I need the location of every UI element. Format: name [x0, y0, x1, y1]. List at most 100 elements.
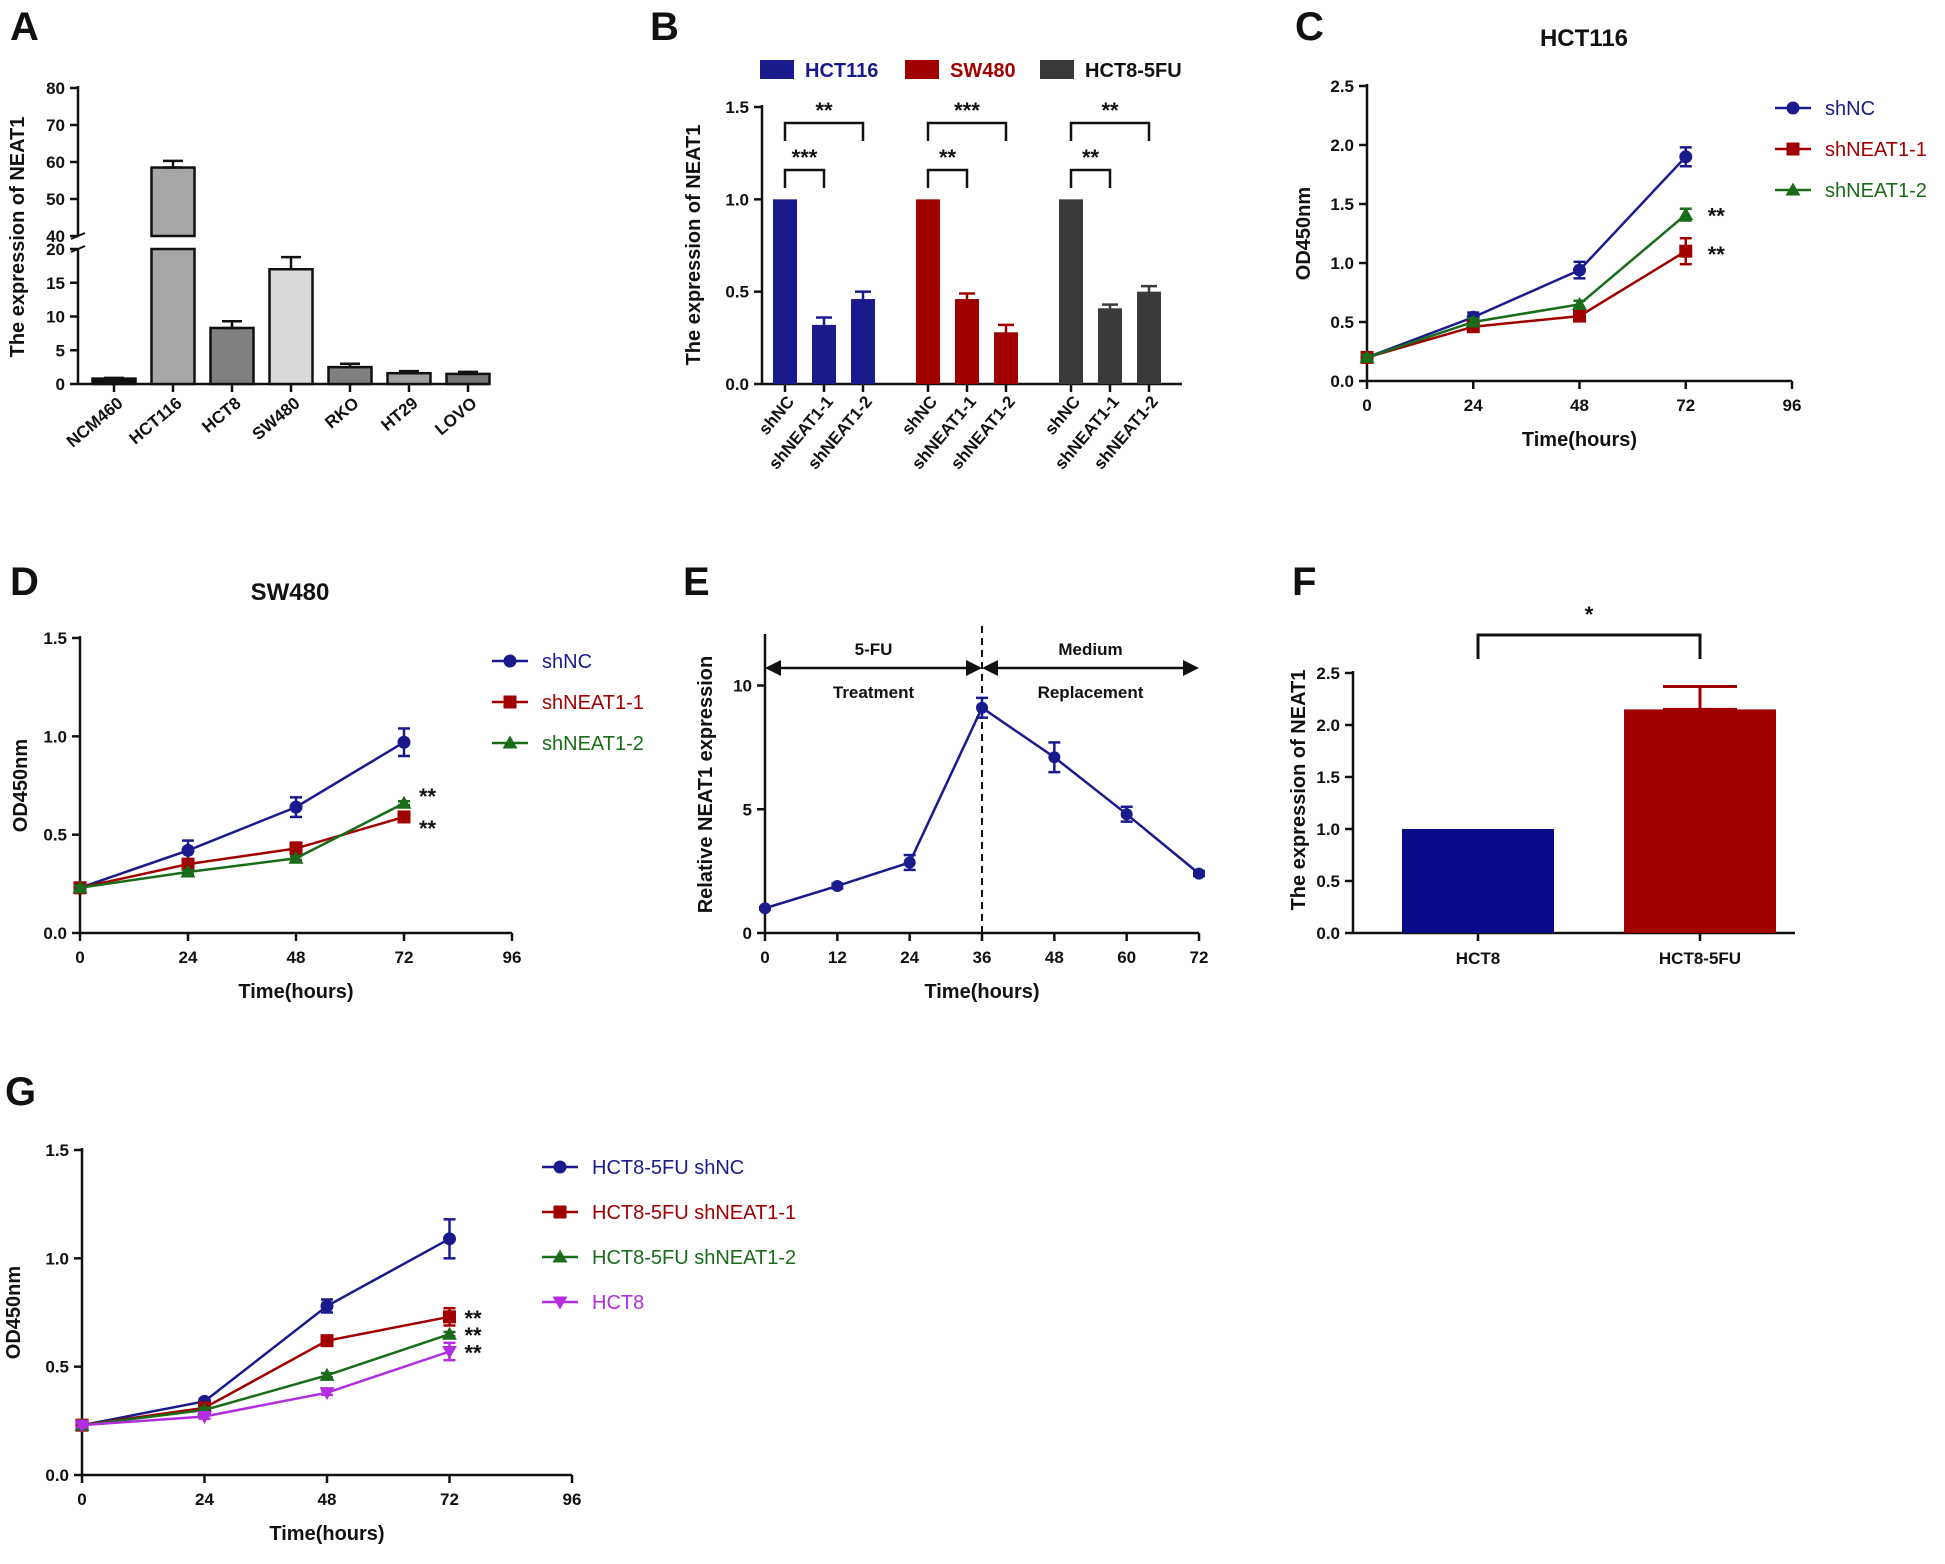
data-point: [397, 810, 411, 824]
x-tick-label: SW480: [249, 394, 304, 444]
bar-rect-upper: [150, 166, 196, 238]
panel-label-f: F: [1292, 560, 1316, 604]
legend-label: HCT8-5FU: [1085, 60, 1182, 82]
y-tick-label: 1.0: [1316, 820, 1340, 839]
legend-item-shneat1-2: shNEAT1-2: [1775, 180, 1927, 202]
x-tick-label: NCM460: [63, 394, 127, 452]
y-axis-label: OD450nm: [3, 1266, 25, 1359]
data-point: [320, 1299, 334, 1313]
legend-marker: [552, 1296, 568, 1310]
legend-marker: [502, 735, 518, 749]
panel-label-e: E: [683, 560, 710, 604]
data-point: [74, 1419, 90, 1433]
legend-label: shNEAT1-2: [542, 733, 644, 755]
x-tick-label: 12: [828, 948, 847, 967]
data-point: [442, 1345, 457, 1359]
y-tick-label: 70: [46, 116, 65, 135]
data-point: [831, 879, 844, 892]
data-point: [180, 864, 196, 878]
y-tick-label: 0.0: [725, 375, 749, 394]
y-tick-label: 0.0: [1330, 372, 1354, 391]
data-point: [396, 795, 412, 809]
y-tick-label: 40: [46, 227, 65, 246]
y-tick-label: 1.5: [45, 1141, 69, 1160]
legend-item-hct8-5fu: HCT8-5FU: [1040, 60, 1182, 82]
legend-item-shnc: shNC: [492, 651, 592, 673]
y-tick-label: 1.5: [1316, 768, 1340, 787]
x-tick-label: 72: [440, 1490, 459, 1509]
x-tick-label: 60: [1117, 948, 1136, 967]
x-tick-label: 0: [760, 948, 769, 967]
phase1-arrow-head-right: [966, 660, 982, 676]
panel-e-line-chart: 0 5 10 0 12 24 36 48 60 72 Time(hours) Relative NEA…: [695, 626, 1208, 1003]
legend-marker: [552, 1249, 568, 1263]
series-line: [79, 815, 405, 889]
legend-label: shNC: [1825, 98, 1875, 120]
data-point: [1572, 296, 1587, 310]
data-point: [1573, 263, 1586, 277]
y-tick-label: 5: [56, 341, 65, 360]
data-point: [72, 880, 88, 894]
y-tick-label: 10: [46, 308, 65, 327]
significance-mark-outer: **: [1101, 98, 1119, 123]
significance-bracket-outer: [783, 121, 865, 141]
panel-g-line-chart: 0.0 0.5 1.0 1.5 0 24 48 72 96 Time(hours) OD450nm *…: [3, 1141, 796, 1545]
bar-rect: [1624, 709, 1776, 933]
bar-ncm460: NCM460: [63, 376, 137, 452]
x-tick-label: HT29: [378, 394, 422, 435]
bar-rect: [1059, 199, 1083, 384]
x-tick-label: 24: [179, 948, 198, 967]
x-tick-label: LOVO: [431, 394, 480, 440]
legend-label: HCT8-5FU shNC: [592, 1157, 744, 1179]
y-axis-label: The expression of NEAT1: [7, 117, 29, 358]
series-line: [81, 1350, 450, 1427]
data-point: [759, 902, 771, 915]
panel-a-bar-chart: 40 50 60 70 80 0 5 10 15 20 The expression of NEAT…: [7, 79, 491, 452]
significance-mark: **: [465, 1323, 483, 1348]
legend-label: HCT8-5FU shNEAT1-1: [592, 1202, 796, 1224]
significance-bracket-outer: [926, 121, 1008, 141]
y-tick-label: 0.0: [1316, 924, 1340, 943]
y-tick-label: 0: [56, 375, 65, 394]
legend-marker: [1786, 142, 1800, 156]
panel-label-c: C: [1295, 5, 1324, 49]
panel-d-line-chart: SW480 0.0 0.5 1.0 1.5 0 24 48 72 96 Time(hours) OD4…: [10, 579, 644, 1003]
legend-label: shNEAT1-2: [1825, 180, 1927, 202]
y-tick-label: 1.0: [1330, 254, 1354, 273]
series-neat1: [759, 696, 1205, 915]
legend-marker: [503, 654, 517, 668]
data-point: [1679, 244, 1693, 258]
legend-item-shneat1-1: shNEAT1-1: [492, 692, 644, 714]
y-tick-label: 1.5: [43, 629, 67, 648]
phase1-label-bottom: Treatment: [833, 683, 915, 702]
bar-rect: [1137, 291, 1161, 384]
panel-label-a: A: [10, 5, 39, 49]
y-tick-label: 0.0: [45, 1466, 69, 1485]
significance-mark: **: [1708, 242, 1726, 267]
panel-label-g: G: [5, 1070, 36, 1114]
y-axis-label: OD450nm: [10, 739, 32, 832]
y-tick-label: 1.0: [45, 1249, 69, 1268]
x-tick-label: 48: [1570, 396, 1589, 415]
legend-item-shneat1-1: shNEAT1-1: [1775, 139, 1927, 161]
x-tick-label: 96: [1783, 396, 1802, 415]
y-tick-label: 20: [46, 240, 65, 259]
bar-hct8-5fu: HCT8-5FU: [1624, 685, 1776, 968]
bar-ht29: HT29: [378, 369, 432, 435]
legend-item-hct8-5fu-shnc: HCT8-5FU shNC: [542, 1157, 744, 1179]
series-shneat1-2: **: [72, 784, 437, 894]
x-tick-label: 48: [287, 948, 306, 967]
legend-marker: [553, 1160, 567, 1174]
data-point: [320, 1334, 334, 1348]
data-point: [1679, 150, 1693, 164]
y-tick-label: 15: [46, 274, 65, 293]
data-point: [397, 735, 411, 749]
significance-mark: **: [465, 1341, 483, 1366]
legend-swatch: [905, 60, 939, 79]
panel-label-b: B: [650, 5, 679, 49]
bar-rect: [1098, 308, 1122, 384]
x-tick-label: 48: [318, 1490, 337, 1509]
legend-marker: [1786, 101, 1800, 115]
